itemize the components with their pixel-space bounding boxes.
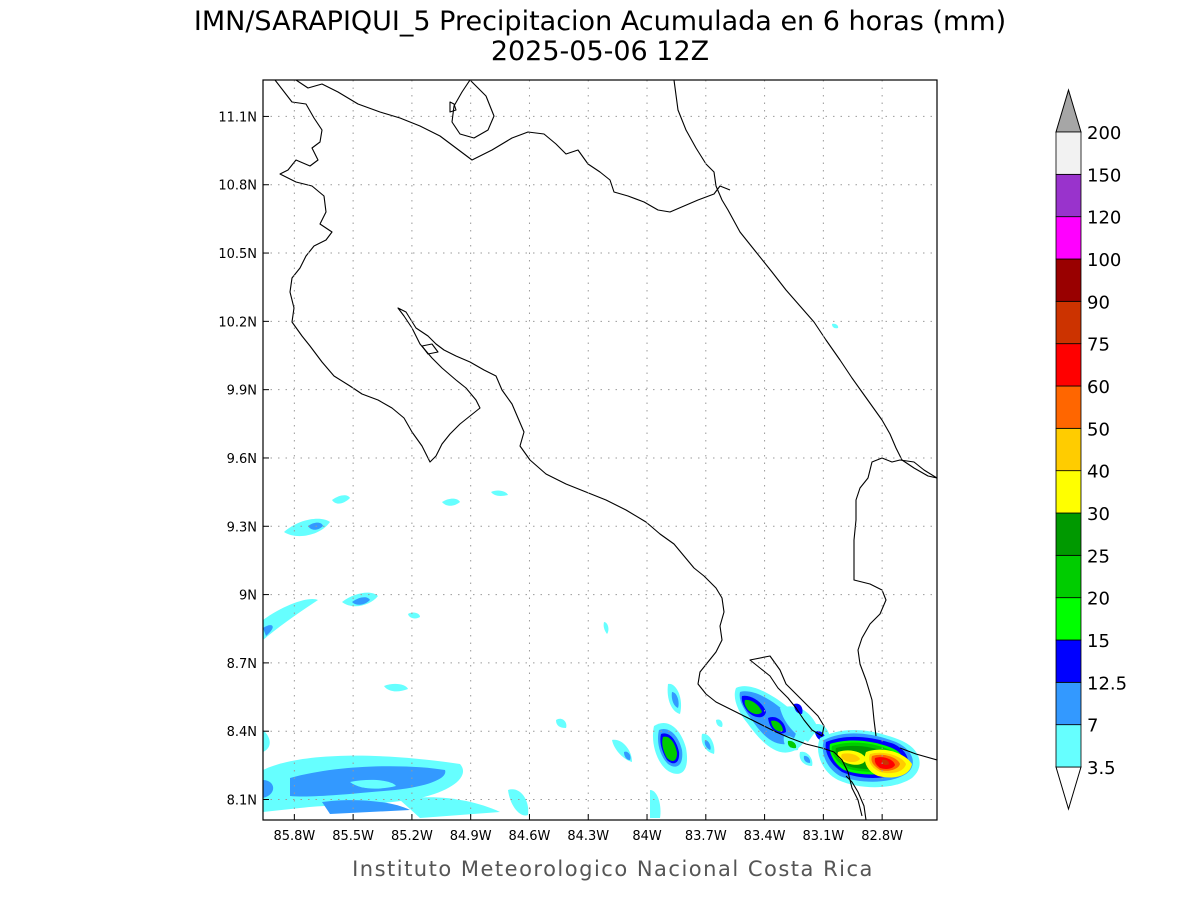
- colorbar-swatch: [1055, 724, 1082, 768]
- colorbar-level-label: 7: [1087, 716, 1098, 737]
- lat-tick-label: 10.5N: [218, 247, 257, 262]
- colorbar-level-label: 50: [1087, 419, 1110, 440]
- lon-tick-label: 84.9W: [450, 829, 492, 844]
- coastline-borders: [274, 80, 937, 820]
- colorbar-level-label: 40: [1087, 462, 1110, 483]
- colorbar-swatch: [1055, 554, 1082, 599]
- lon-tick-label: 85.5W: [332, 829, 374, 844]
- colorbar-swatch: [1055, 300, 1082, 345]
- colorbar-swatch: [1055, 343, 1082, 387]
- colorbar-swatch: [1055, 512, 1082, 556]
- lon-tick-label: 82.8W: [861, 829, 903, 844]
- lat-tick-label: 9.9N: [227, 384, 257, 399]
- colorbar-swatch: [1055, 385, 1082, 429]
- colorbar-level-label: 90: [1087, 292, 1110, 313]
- map-frame: [262, 79, 938, 821]
- colorbar-level-label: 60: [1087, 377, 1110, 398]
- colorbar-level-label: 30: [1087, 504, 1110, 525]
- lat-tick-label: 10.8N: [218, 179, 257, 194]
- lon-tick-label: 84.6W: [509, 829, 551, 844]
- lon-tick-label: 85.8W: [273, 829, 315, 844]
- colorbar-swatch: [1055, 131, 1082, 175]
- colorbar: 3.5 7 12.5 15 20 25 30 40 50 60 75 90 100 120 150 200: [1055, 88, 1127, 811]
- lat-tick-label: 11.1N: [218, 110, 257, 125]
- lat-tick-label: 8.1N: [227, 794, 257, 809]
- lon-tick-label: 83.4W: [744, 829, 786, 844]
- lat-tick-label: 9.3N: [227, 520, 257, 535]
- colorbar-swatch: [1055, 216, 1082, 260]
- lat-tick-label: 9.6N: [227, 452, 257, 467]
- lon-tick-label: 83.1W: [802, 829, 844, 844]
- colorbar-level-label: 12.5: [1087, 673, 1127, 694]
- colorbar-level-label: 75: [1087, 335, 1110, 356]
- colorbar-swatch: [1055, 173, 1082, 218]
- colorbar-swatch: [1055, 639, 1082, 683]
- colorbar-over-triangle: [1055, 88, 1082, 133]
- colorbar-swatch: [1055, 681, 1082, 726]
- colorbar-level-label: 3.5: [1087, 758, 1116, 779]
- lat-tick-label: 8.7N: [227, 657, 257, 672]
- colorbar-swatch: [1055, 258, 1082, 302]
- lon-tick-label: 84W: [632, 829, 662, 844]
- colorbar-level-label: 20: [1087, 589, 1110, 610]
- colorbar-level-label: 120: [1087, 208, 1121, 229]
- lat-tick-label: 8.4N: [227, 725, 257, 740]
- colorbar-level-label: 15: [1087, 631, 1110, 652]
- credit-text: Instituto Meteorologico Nacional Costa R…: [352, 857, 874, 881]
- colorbar-swatch: [1055, 597, 1082, 641]
- colorbar-swatch: [1055, 470, 1082, 514]
- lon-tick-label: 83.7W: [685, 829, 727, 844]
- axis-ticks: 85.8W 85.5W 85.2W 84.9W 84.6W 84.3W 84W 83.7W 83…: [218, 110, 903, 844]
- precipitation-shading: [263, 323, 920, 818]
- colorbar-level-label: 150: [1087, 165, 1121, 186]
- colorbar-under-triangle: [1055, 766, 1082, 811]
- lat-tick-label: 10.2N: [218, 315, 257, 330]
- lon-tick-label: 85.2W: [391, 829, 433, 844]
- map-title: IMN/SARAPIQUI_5 Precipitacion Acumulada …: [194, 6, 1006, 37]
- colorbar-level-label: 25: [1087, 546, 1110, 567]
- lon-tick-label: 84.3W: [567, 829, 609, 844]
- colorbar-level-label: 100: [1087, 250, 1121, 271]
- map-plot-area: [263, 80, 937, 820]
- lat-tick-label: 9N: [239, 589, 257, 604]
- map-subtitle-datetime: 2025-05-06 12Z: [491, 36, 709, 67]
- colorbar-level-label: 200: [1087, 123, 1121, 144]
- colorbar-swatch: [1055, 427, 1082, 472]
